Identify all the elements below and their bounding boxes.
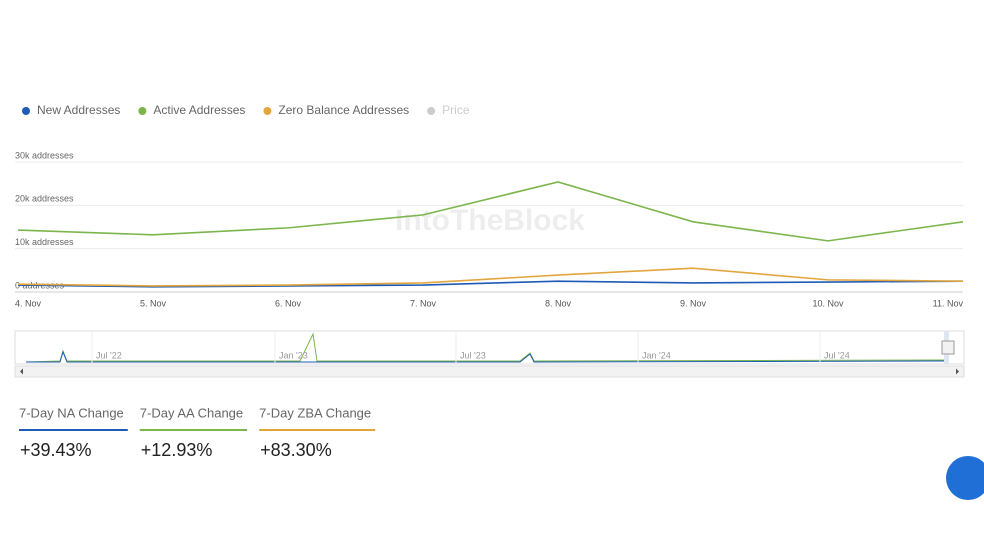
x-tick-label: 5. Nov [140,298,167,308]
x-tick-label: 11. Nov [933,298,964,308]
y-tick-label: 10k addresses [15,237,74,247]
stat-value: +12.93% [141,440,213,460]
series-line [17,181,964,242]
stat-label: 7-Day AA Change [140,405,243,420]
x-tick-label: 4. Nov [15,298,42,308]
navigator-label: Jul '22 [96,350,122,360]
stat-label: 7-Day NA Change [19,405,124,420]
y-tick-label: 30k addresses [15,150,74,160]
legend-label[interactable]: Active Addresses [153,103,245,117]
x-tick-label: 7. Nov [410,298,437,308]
legend-marker [22,107,30,115]
watermark: IntoTheBlock [395,204,585,237]
legend-label[interactable]: Price [442,103,470,117]
navigator-label: Jul '23 [460,350,486,360]
navigator-label: Jul '24 [824,350,850,360]
stat-label: 7-Day ZBA Change [259,405,371,420]
navigator[interactable] [14,330,965,365]
scroll-left[interactable] [20,368,23,375]
legend-marker [427,107,436,115]
legend-label[interactable]: New Addresses [37,103,120,117]
stat-value: +83.30% [260,440,332,460]
navigator-line [26,350,946,363]
navigator-handle[interactable] [941,340,955,355]
chat-button[interactable] [946,456,984,500]
y-tick-label: 20k addresses [15,194,74,204]
navigator-label: Jan '24 [642,350,671,360]
series-line [17,267,964,287]
scrollbar[interactable] [14,365,965,378]
x-tick-label: 9. Nov [680,298,707,308]
legend-marker [138,107,147,115]
legend-label[interactable]: Zero Balance Addresses [278,103,409,117]
stat-value: +39.43% [20,440,92,460]
x-tick-label: 6. Nov [275,298,302,308]
scroll-right[interactable] [956,368,959,375]
legend-marker [263,107,272,115]
x-tick-label: 10. Nov [812,298,844,308]
series-line [17,280,964,288]
navigator-label: Jan '23 [279,350,308,360]
x-tick-label: 8. Nov [545,298,572,308]
